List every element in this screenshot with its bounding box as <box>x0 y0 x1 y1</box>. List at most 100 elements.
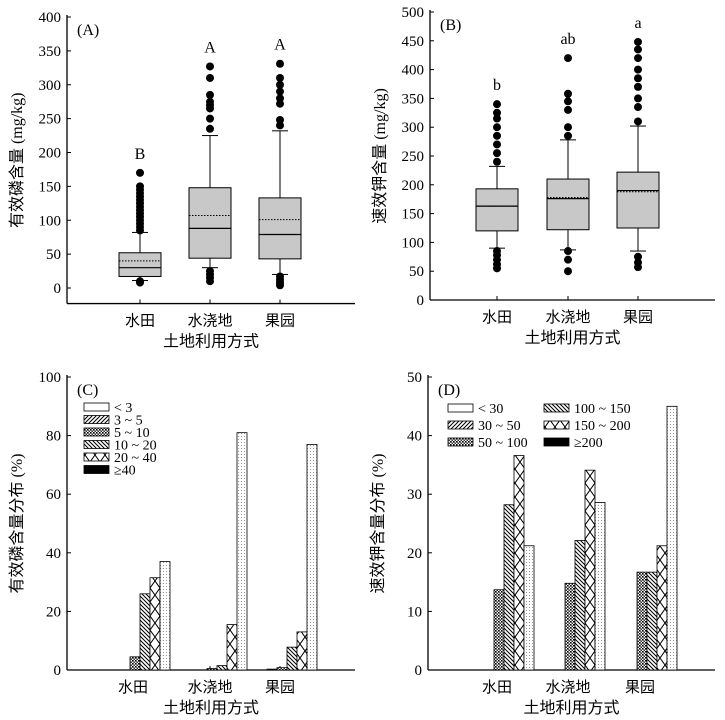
panel-label: (A) <box>77 22 99 39</box>
box-iqr <box>475 188 519 232</box>
bar-≥200 <box>594 502 606 671</box>
outlier-point <box>634 94 642 103</box>
legend-label: 5 ~ 10 <box>114 426 150 441</box>
x-tick-label: 果园 <box>623 309 653 326</box>
y-tick-label: 300 <box>402 120 425 136</box>
outlier-point <box>564 54 572 63</box>
bar-20~40 <box>226 624 238 671</box>
outlier-point <box>206 124 214 133</box>
y-tick-label: 50 <box>46 247 61 263</box>
outlier-point <box>634 103 642 112</box>
box-水浇地: A <box>188 39 232 286</box>
bar-5~10 <box>206 668 218 671</box>
y-tick-label: 500 <box>402 5 425 21</box>
significance-letter: ab <box>560 31 575 48</box>
legend-label: 50 ~ 100 <box>478 436 528 451</box>
y-tick-label: 150 <box>402 207 425 223</box>
x-tick-label: 果园 <box>265 313 295 330</box>
y-tick-label: 350 <box>402 91 425 107</box>
outlier-point <box>564 255 572 264</box>
x-tick-label: 水浇地 <box>187 313 232 330</box>
bar-20~40 <box>149 577 161 671</box>
box-果园: a <box>616 15 660 272</box>
y-axis-label: 有效磷含量分布 (%) <box>8 454 26 594</box>
y-tick-label: 40 <box>46 546 61 562</box>
y-tick-label: 300 <box>39 78 62 94</box>
bar-≥200 <box>523 545 535 671</box>
y-tick-label: 50 <box>407 370 422 386</box>
legend-label: 150 ~ 200 <box>574 419 631 434</box>
outlier-point <box>493 114 501 123</box>
legend-swatch <box>543 420 570 430</box>
y-tick-label: 400 <box>402 63 425 79</box>
y-tick-label: 60 <box>46 487 61 503</box>
legend-label: 20 ~ 40 <box>114 451 157 466</box>
outlier-point <box>276 59 284 68</box>
outlier-point <box>634 37 642 46</box>
outlier-point <box>276 87 284 96</box>
x-axis-label: 土地利用方式 <box>523 699 619 717</box>
y-tick-label: 100 <box>402 235 425 251</box>
legend-swatch <box>83 402 110 412</box>
outlier-point <box>276 80 284 89</box>
bar-≥40 <box>306 443 318 671</box>
bar-100~150 <box>574 540 586 671</box>
y-tick-label: 200 <box>402 178 425 194</box>
outlier-point <box>493 108 501 117</box>
outlier-point <box>564 123 572 132</box>
bar-20~40 <box>296 631 308 671</box>
legend-swatch <box>543 437 570 447</box>
bar-100~150 <box>503 504 515 671</box>
box-iqr <box>188 187 232 259</box>
box-水田: b <box>475 77 519 273</box>
x-axis-label: 土地利用方式 <box>163 699 259 717</box>
x-tick-label: 果园 <box>625 679 655 696</box>
outlier-point <box>276 73 284 82</box>
bar-10~20 <box>286 646 298 671</box>
box-iqr <box>546 178 590 231</box>
bar-150~200 <box>584 469 596 671</box>
x-tick-label: 果园 <box>265 679 295 696</box>
legend-label: ≥40 <box>114 464 136 479</box>
x-tick-label: 水浇地 <box>545 679 590 696</box>
bar-10~20 <box>139 593 151 671</box>
bar-10~20 <box>216 665 228 671</box>
y-tick-label: 40 <box>407 429 422 445</box>
outlier-point <box>564 105 572 114</box>
y-tick-label: 350 <box>39 44 62 60</box>
y-tick-label: 30 <box>407 487 422 503</box>
y-tick-label: 10 <box>407 604 422 620</box>
x-tick-label: 水浇地 <box>187 679 232 696</box>
y-tick-label: 0 <box>54 663 62 679</box>
y-tick-label: 450 <box>402 34 425 50</box>
y-tick-label: 0 <box>417 293 425 309</box>
y-tick-label: 200 <box>39 146 62 162</box>
outlier-point <box>634 45 642 54</box>
significance-letter: A <box>204 39 216 56</box>
bar-≥40 <box>236 432 248 671</box>
legend-label: 100 ~ 150 <box>574 402 631 417</box>
legend-label: 3 ~ 5 <box>114 414 143 429</box>
outlier-point <box>276 115 284 124</box>
panel-label: (D) <box>438 382 460 399</box>
bar-5~10 <box>129 656 141 671</box>
legend-label: ≥200 <box>574 436 603 451</box>
y-tick-label: 80 <box>46 429 61 445</box>
outlier-point <box>493 123 501 132</box>
legend-swatch <box>83 465 110 474</box>
y-tick-label: 0 <box>54 281 62 297</box>
box-水田: B <box>118 146 162 287</box>
y-tick-label: 250 <box>402 149 425 165</box>
x-tick-label: 水田 <box>118 679 148 696</box>
y-tick-label: 250 <box>39 112 62 128</box>
bar-3~5 <box>266 668 278 671</box>
outlier-point <box>564 97 572 106</box>
outlier-point <box>634 82 642 91</box>
bar-≥200 <box>666 405 678 671</box>
outlier-point <box>493 140 501 149</box>
x-axis-label: 土地利用方式 <box>163 333 259 351</box>
y-tick-label: 20 <box>407 546 422 562</box>
